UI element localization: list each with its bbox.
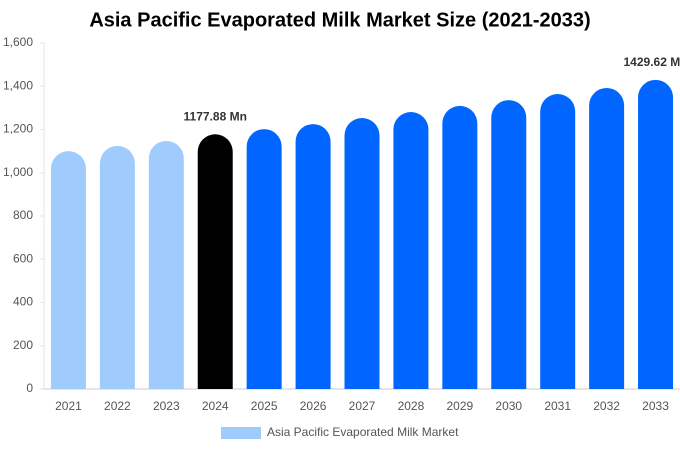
bar bbox=[148, 140, 184, 389]
bar bbox=[344, 118, 380, 389]
data-label: 1177.88 Mn bbox=[184, 109, 247, 123]
y-tick-label: 1,200 bbox=[3, 122, 33, 136]
bar bbox=[99, 145, 135, 389]
y-tick-label: 1,400 bbox=[3, 78, 33, 92]
y-tick-label: 0 bbox=[26, 381, 33, 395]
data-label: 1429.62 Mn bbox=[624, 55, 680, 69]
x-tick-label: 2025 bbox=[251, 399, 278, 413]
x-tick-label: 2021 bbox=[55, 399, 82, 413]
x-tick-label: 2022 bbox=[104, 399, 131, 413]
x-tick-label: 2029 bbox=[446, 399, 473, 413]
y-tick-label: 800 bbox=[13, 208, 33, 222]
bar bbox=[50, 151, 86, 389]
x-tick-label: 2027 bbox=[349, 399, 376, 413]
y-tick-label: 1,000 bbox=[3, 165, 33, 179]
y-tick-label: 1,600 bbox=[3, 35, 33, 49]
x-tick-label: 2028 bbox=[398, 399, 425, 413]
bar bbox=[442, 105, 478, 390]
y-tick-label: 200 bbox=[13, 338, 33, 352]
x-tick-label: 2023 bbox=[153, 399, 180, 413]
y-tick-label: 600 bbox=[13, 251, 33, 265]
bar bbox=[589, 87, 625, 389]
x-tick-label: 2033 bbox=[642, 399, 669, 413]
x-tick-label: 2032 bbox=[593, 399, 620, 413]
legend-swatch bbox=[221, 427, 261, 439]
x-tick-label: 2031 bbox=[544, 399, 571, 413]
x-tick-label: 2030 bbox=[495, 399, 522, 413]
bar bbox=[246, 129, 282, 389]
bar bbox=[295, 124, 331, 389]
bar bbox=[540, 94, 576, 389]
bar bbox=[491, 100, 527, 389]
x-tick-label: 2026 bbox=[300, 399, 327, 413]
bar bbox=[638, 79, 674, 390]
bar bbox=[197, 134, 233, 389]
y-tick-label: 400 bbox=[13, 295, 33, 309]
x-tick-label: 2024 bbox=[202, 399, 229, 413]
chart-title: Asia Pacific Evaporated Milk Market Size… bbox=[89, 9, 590, 31]
legend-label: Asia Pacific Evaporated Milk Market bbox=[267, 425, 459, 439]
bar bbox=[393, 111, 429, 389]
